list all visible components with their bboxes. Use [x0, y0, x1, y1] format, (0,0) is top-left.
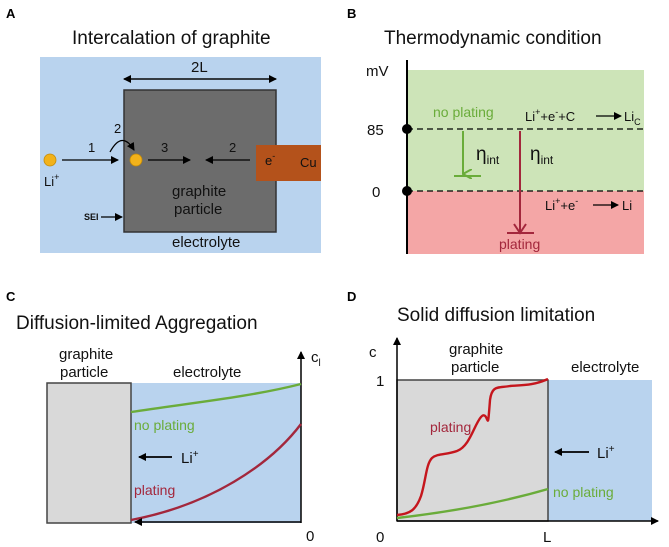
plating-zone: [407, 191, 644, 254]
y-axis-label: c: [369, 344, 377, 361]
particle-label-line2: particle: [451, 359, 499, 376]
step-1-label: 1: [88, 140, 95, 155]
electron-label: e-: [265, 151, 275, 168]
plating-label: plating: [134, 482, 175, 498]
tick-85-label: 85: [367, 122, 384, 139]
width-label: 2L: [191, 59, 208, 76]
tick-0-label: 0: [372, 184, 380, 201]
no-plating-label: no plating: [553, 484, 614, 500]
particle-label-line2: particle: [60, 364, 108, 381]
lithium-ion-outside: [43, 153, 57, 167]
no-plating-zone: [407, 70, 644, 191]
reaction-lower-product: Li: [622, 198, 632, 213]
panel-a-title: Intercalation of graphite: [72, 28, 271, 49]
no-plating-curve: [396, 487, 549, 520]
particle-label-line1: graphite: [59, 346, 113, 363]
reaction-lower: Li++e-: [545, 196, 578, 213]
axis-unit: mV: [366, 63, 389, 80]
tick-85-dot: [402, 124, 412, 134]
li-label: Li+: [44, 172, 59, 189]
step-2b-label: 2: [229, 140, 236, 155]
panel-a-letter: A: [6, 6, 16, 21]
axis-label: cl: [311, 349, 321, 369]
electrolyte-label: electrolyte: [571, 359, 639, 376]
panel-c-title: Diffusion-limited Aggregation: [16, 313, 258, 334]
tick-0-dot: [402, 186, 412, 196]
eta-int-green: ηint: [476, 144, 500, 167]
panel-c: C Diffusion-limited Aggregation graphite…: [6, 289, 321, 545]
particle-label-line1: graphite: [172, 183, 226, 200]
particle-label-line2: particle: [174, 201, 222, 218]
eta-int-red: ηint: [530, 144, 554, 167]
panel-b-title: Thermodynamic condition: [384, 28, 602, 49]
electrolyte-region: [548, 380, 652, 521]
lithium-ion-inside: [129, 153, 143, 167]
graphite-particle-block: [396, 379, 549, 522]
panel-d: D Solid diffusion limitation c 1 0 L gra…: [347, 289, 659, 546]
reaction-upper-product: LiC: [624, 109, 641, 127]
panel-d-letter: D: [347, 289, 356, 304]
plating-curve: [396, 377, 549, 517]
electrolyte-label: electrolyte: [172, 234, 240, 251]
plating-label: plating: [499, 236, 540, 252]
no-plating-label: no plating: [134, 417, 195, 433]
reaction-upper: Li++e-+C: [525, 107, 575, 124]
panel-d-title: Solid diffusion limitation: [397, 305, 595, 326]
axis-zero-label: 0: [306, 528, 314, 545]
particle-label-line1: graphite: [449, 341, 503, 358]
plating-label: plating: [430, 419, 471, 435]
collector-label: Cu: [300, 155, 317, 170]
panel-b-letter: B: [347, 6, 356, 21]
panel-c-letter: C: [6, 289, 16, 304]
tick-l-label: L: [543, 529, 551, 546]
sei-label: SEI: [84, 212, 99, 222]
step-2a-label: 2: [114, 121, 121, 136]
graphite-particle-block: [46, 382, 132, 524]
electrolyte-label: electrolyte: [173, 364, 241, 381]
copper-collector: [256, 145, 321, 181]
tick-1-label: 1: [376, 373, 384, 390]
li-label: Li+: [181, 449, 199, 467]
no-plating-label: no plating: [433, 104, 494, 120]
li-label: Li+: [597, 444, 615, 462]
no-plating-curve: [130, 382, 302, 414]
tick-0-label: 0: [376, 529, 384, 546]
plating-curve: [130, 423, 302, 522]
step-3-label: 3: [161, 140, 168, 155]
panel-b: B Thermodynamic condition mV 85 0 no pla…: [347, 6, 644, 254]
panel-a: A Intercalation of graphite 2L graphite …: [6, 6, 321, 253]
step-2a-arrow: [109, 139, 135, 153]
graphite-particle: [123, 89, 277, 233]
